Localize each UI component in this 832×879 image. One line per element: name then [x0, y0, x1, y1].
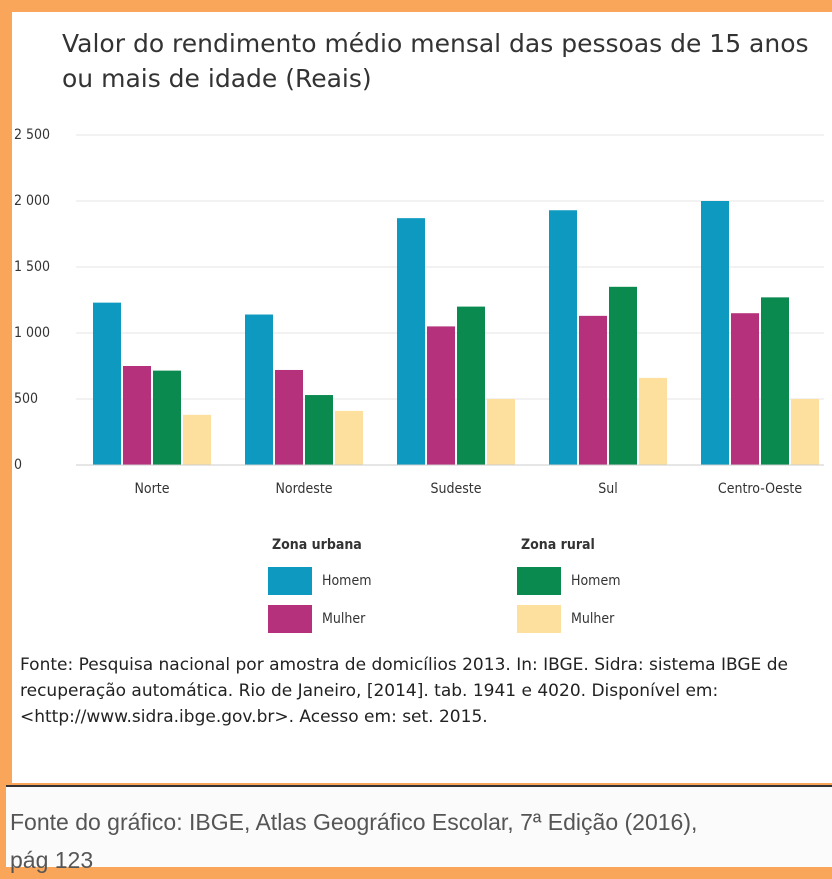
x-tick-label: Sul	[598, 481, 617, 497]
source: Fonte: Pesquisa nacional por amostra de …	[20, 655, 788, 727]
bar	[579, 315, 607, 465]
legend-swatch	[268, 567, 312, 595]
legend-label: Homem	[571, 573, 620, 589]
bar	[609, 286, 637, 465]
y-tick-label: 500	[14, 391, 38, 407]
bar	[457, 306, 485, 465]
x-tick-label: Sudeste	[431, 481, 482, 497]
bar	[275, 369, 303, 465]
bar	[791, 399, 819, 465]
y-tick-label: 1 000	[14, 325, 50, 341]
legend-swatch	[517, 605, 561, 633]
y-tick-label: 1 500	[14, 259, 50, 275]
x-tick-label: Centro-Oeste	[718, 481, 802, 497]
y-tick-label: 2 500	[14, 127, 50, 143]
y-tick-label: 2 000	[14, 193, 50, 209]
legend-group-title: Zona rural	[521, 537, 595, 553]
legend-swatch	[268, 605, 312, 633]
legend-swatch	[517, 567, 561, 595]
legend-group-title: Zona urbana	[272, 537, 362, 553]
x-tick-label: Nordeste	[275, 481, 332, 497]
legend-label: Homem	[322, 573, 371, 589]
bar	[183, 414, 211, 465]
bar	[93, 302, 121, 465]
bar	[397, 218, 425, 465]
caption: Fonte do gráfico: IBGE, Atlas Geográfico…	[10, 809, 698, 873]
caption-area	[6, 785, 832, 867]
bar	[549, 210, 577, 465]
x-tick-label: Norte	[135, 481, 170, 497]
legend-label: Mulher	[322, 611, 366, 627]
chart-title: Valor do rendimento médio mensal das pes…	[62, 29, 809, 93]
bar	[731, 313, 759, 465]
bar	[639, 377, 667, 465]
bar	[427, 326, 455, 465]
bar	[701, 201, 729, 465]
bar	[245, 314, 273, 465]
bar	[153, 370, 181, 465]
y-tick-label: 0	[14, 457, 22, 473]
bar	[761, 297, 789, 465]
legend-label: Mulher	[571, 611, 615, 627]
bar	[335, 410, 363, 465]
bar	[487, 399, 515, 465]
bar	[305, 395, 333, 465]
bar	[123, 366, 151, 465]
